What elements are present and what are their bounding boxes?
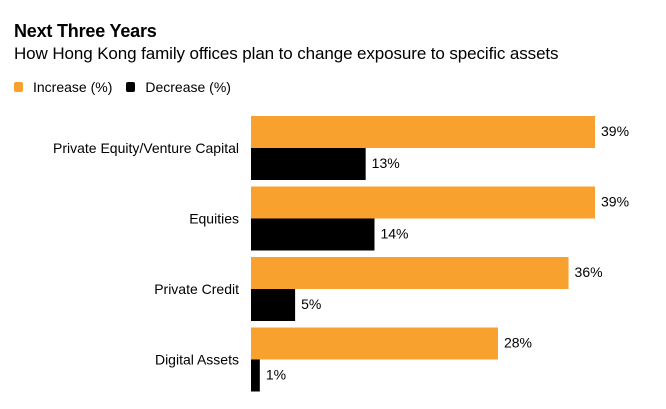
legend-label-decrease: Decrease (%) (145, 79, 231, 95)
data-label-increase: 39% (601, 123, 629, 139)
bar-decrease (251, 289, 296, 321)
bar-increase (251, 327, 498, 360)
legend: Increase (%) Decrease (%) (14, 79, 245, 95)
data-label-decrease: 14% (380, 226, 408, 242)
category-label: Digital Assets (155, 352, 239, 368)
data-label-decrease: 1% (266, 367, 286, 383)
bar-increase (251, 257, 569, 289)
category-label: Private Credit (154, 281, 239, 297)
data-label-increase: 39% (601, 194, 629, 210)
legend-item-increase: Increase (%) (14, 79, 112, 95)
data-label-decrease: 5% (301, 296, 321, 312)
data-label-decrease: 13% (372, 155, 400, 171)
legend-swatch-decrease (126, 82, 136, 92)
legend-item-decrease: Decrease (%) (126, 79, 231, 95)
bar-decrease (251, 148, 366, 180)
legend-label-increase: Increase (%) (33, 79, 113, 95)
bar-increase (251, 186, 595, 219)
category-label: Equities (189, 211, 239, 227)
chart-title: Next Three Years (14, 21, 157, 41)
bar-increase (251, 116, 595, 148)
bar-decrease (251, 218, 375, 251)
category-label: Private Equity/Venture Capital (53, 140, 239, 156)
data-label-increase: 28% (504, 335, 532, 351)
data-label-increase: 36% (575, 264, 603, 280)
legend-swatch-increase (14, 82, 23, 92)
bar-decrease (251, 359, 260, 392)
chart-subtitle: How Hong Kong family offices plan to cha… (14, 44, 559, 63)
